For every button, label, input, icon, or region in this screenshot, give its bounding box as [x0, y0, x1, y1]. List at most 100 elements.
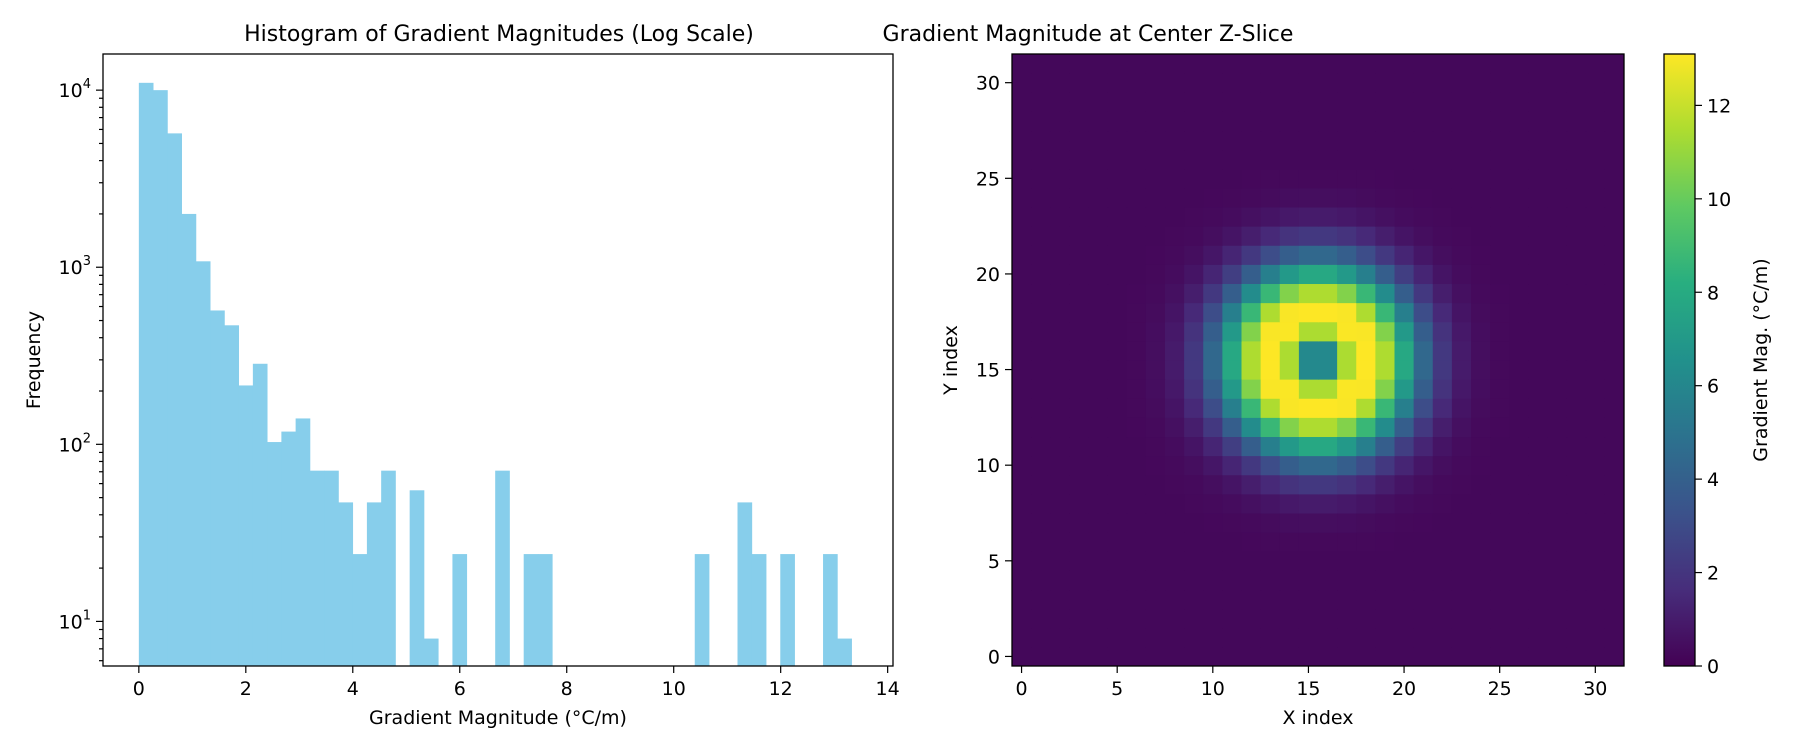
heatmap-cell: [1260, 589, 1281, 610]
heatmap-cell: [1279, 570, 1300, 591]
heatmap-cell: [1107, 627, 1128, 648]
heatmap-cell: [1375, 168, 1396, 189]
heatmap-cell: [1471, 360, 1491, 380]
heatmap-cell: [1471, 379, 1491, 399]
heatmap-cell: [1394, 111, 1415, 132]
heatmap-cell: [1356, 73, 1376, 93]
x-tick-label: 6: [454, 678, 466, 700]
heatmap-cell: [1490, 398, 1510, 418]
heatmap-cell: [1279, 513, 1300, 533]
heatmap-cell: [1413, 627, 1434, 648]
heatmap-cell: [1088, 627, 1109, 648]
heatmap-cell: [1279, 646, 1300, 667]
heatmap-cell: [1088, 570, 1109, 591]
heatmap-cell: [1566, 493, 1587, 514]
heatmap-cell: [1375, 111, 1396, 132]
heatmap-cell: [1279, 627, 1300, 648]
heatmap-cell: [1069, 130, 1090, 151]
heatmap-cell: [1394, 474, 1415, 495]
heatmap-cell: [1547, 187, 1568, 208]
heatmap-cell: [1222, 398, 1243, 418]
heatmap-cell: [1471, 417, 1491, 438]
heatmap-cell: [1566, 379, 1587, 399]
histogram-bar: [366, 502, 382, 666]
heatmap-cell: [1471, 245, 1491, 265]
heatmap-cell: [1050, 149, 1070, 170]
heatmap-cell: [1107, 111, 1128, 132]
heatmap-cell: [1107, 646, 1128, 667]
heatmap-cell: [1566, 264, 1587, 285]
heatmap-cell: [1451, 283, 1472, 304]
heatmap-cell: [1432, 245, 1453, 265]
heatmap-cell: [1088, 455, 1109, 476]
heatmap-cell: [1490, 226, 1510, 246]
heatmap-cell: [1279, 379, 1300, 399]
heatmap-cell: [1279, 360, 1300, 380]
heatmap-cell: [1165, 245, 1185, 265]
heatmap-cell: [1604, 111, 1625, 132]
heatmap-cell: [1050, 513, 1070, 533]
heatmap-cell: [1375, 226, 1396, 246]
heatmap-cell: [1356, 187, 1376, 208]
heatmap-cell: [1031, 379, 1051, 399]
heatmap-cell: [1222, 111, 1243, 132]
heatmap-cell: [1260, 207, 1281, 227]
heatmap-cell: [1471, 436, 1491, 457]
heatmap-cell: [1471, 608, 1491, 629]
heatmap-cell: [1432, 302, 1453, 323]
heatmap-cell: [1031, 589, 1051, 610]
heatmap-cell: [1126, 417, 1147, 438]
heatmap-cell: [1356, 474, 1376, 495]
heatmap-cell: [1394, 168, 1415, 189]
heatmap-cell: [1203, 513, 1223, 533]
heatmap-cell: [1222, 130, 1243, 151]
heatmap-cell: [1241, 149, 1262, 170]
heatmap-cell: [1394, 321, 1415, 342]
histogram-x-ticks: 0 2 4 6 8 10 12 14: [133, 666, 900, 700]
heatmap-cell: [1490, 73, 1510, 93]
heatmap-cell: [1547, 207, 1568, 227]
heatmap-cell: [1069, 245, 1090, 265]
heatmap-cell: [1031, 532, 1051, 552]
heatmap-cell: [1432, 92, 1453, 112]
heatmap-cell: [1165, 73, 1185, 93]
heatmap-cell: [1203, 283, 1223, 304]
heatmap-cell: [1069, 513, 1090, 533]
heatmap-cell: [1432, 398, 1453, 418]
heatmap-cell: [1413, 570, 1434, 591]
heatmap-cell: [1069, 551, 1090, 571]
heatmap-cell: [1088, 589, 1109, 610]
heatmap-cell: [1126, 92, 1147, 112]
heatmap-cell: [1203, 360, 1223, 380]
heatmap-cell: [1050, 340, 1070, 361]
heatmap-cell: [1184, 340, 1204, 361]
heatmap-cell: [1471, 149, 1491, 170]
heatmap-cell: [1413, 513, 1434, 533]
heatmap-cell: [1432, 493, 1453, 514]
heatmap-cell: [1490, 360, 1510, 380]
heatmap-cell: [1279, 187, 1300, 208]
heatmap-cell: [1298, 474, 1319, 495]
heatmap-cell: [1394, 149, 1415, 170]
heatmap-cell: [1260, 360, 1281, 380]
heatmap-cell: [1012, 302, 1032, 323]
heatmap-cell: [1490, 646, 1510, 667]
heatmap-cell: [1375, 264, 1396, 285]
heatmap-cell: [1375, 360, 1396, 380]
heatmap-cell: [1126, 398, 1147, 418]
heatmap-cell: [1241, 302, 1262, 323]
heatmap-cell: [1375, 92, 1396, 112]
heatmap-cell: [1050, 264, 1070, 285]
heatmap-cell: [1069, 302, 1090, 323]
heatmap-cell: [1337, 187, 1357, 208]
heatmap-cell: [1566, 570, 1587, 591]
heatmap-cell: [1413, 187, 1434, 208]
x-tick-label: 12: [769, 678, 793, 700]
heatmap-cell: [1222, 226, 1243, 246]
heatmap-cell: [1107, 532, 1128, 552]
heatmap-cell: [1203, 111, 1223, 132]
heatmap-cell: [1031, 455, 1051, 476]
heatmap-cell: [1203, 54, 1223, 74]
heatmap-cell: [1222, 340, 1243, 361]
heatmap-cell: [1413, 149, 1434, 170]
